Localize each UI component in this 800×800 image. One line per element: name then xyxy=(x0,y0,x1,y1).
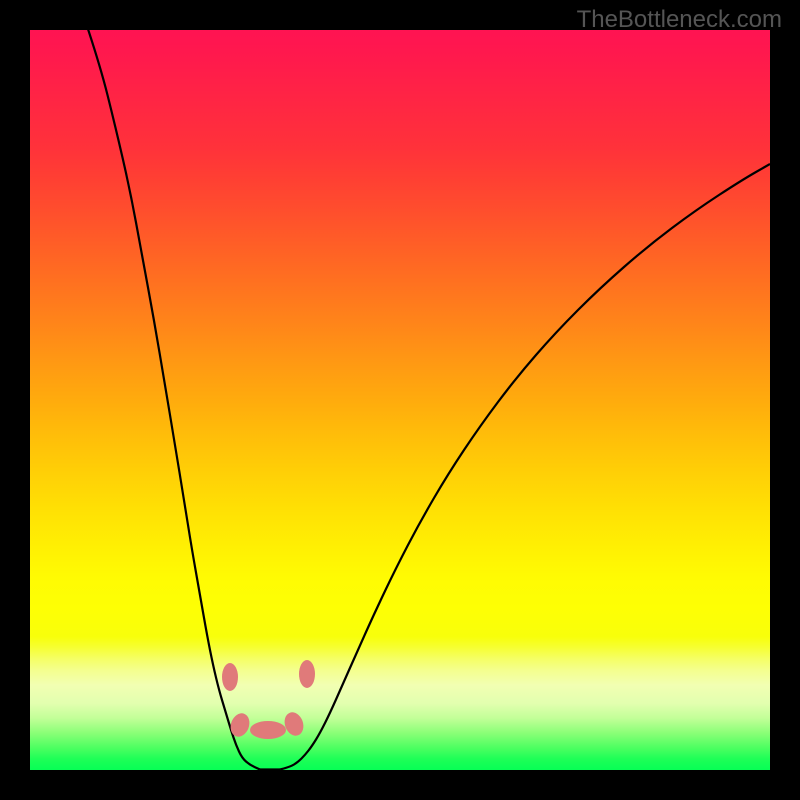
plot-svg xyxy=(30,30,770,770)
plot-background xyxy=(30,30,770,770)
watermark-text: TheBottleneck.com xyxy=(577,6,782,34)
chart-stage: TheBottleneck.com xyxy=(0,0,800,800)
valley-marker xyxy=(250,721,286,739)
valley-marker xyxy=(222,663,238,691)
plot-area xyxy=(30,30,770,770)
valley-marker xyxy=(299,660,315,688)
